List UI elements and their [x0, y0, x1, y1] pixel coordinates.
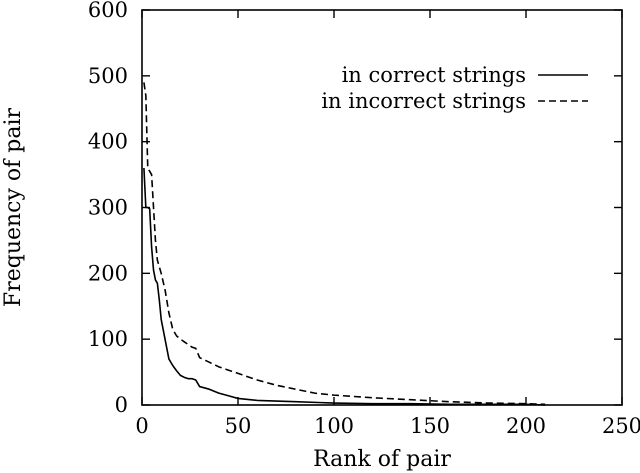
y-tick-label: 100	[88, 327, 128, 351]
plot-area	[143, 82, 546, 406]
series-line-incorrect	[143, 82, 546, 406]
x-tick-label: 150	[410, 414, 450, 438]
x-tick-label: 100	[314, 414, 354, 438]
x-tick-label: 200	[506, 414, 546, 438]
y-tick-label: 500	[88, 64, 128, 88]
x-tick-label: 50	[225, 414, 252, 438]
y-tick-label: 200	[88, 261, 128, 285]
x-tick-label: 0	[135, 414, 148, 438]
y-tick-label: 0	[115, 393, 128, 417]
y-tick-label: 400	[88, 130, 128, 154]
x-tick-label: 250	[602, 414, 640, 438]
axes: 0 50 100 150 200 250 0 100 200 300 400 500 600	[88, 0, 640, 438]
legend-label-incorrect: in incorrect strings	[321, 89, 526, 113]
y-tick-label: 300	[88, 196, 128, 220]
legend-label-correct: in correct strings	[342, 63, 526, 87]
y-tick-label: 600	[88, 0, 128, 22]
x-axis-label: Rank of pair	[313, 447, 451, 472]
y-axis-label: Frequency of pair	[1, 107, 26, 307]
legend: in correct strings in incorrect strings	[321, 63, 588, 113]
series-line-correct	[143, 167, 546, 406]
